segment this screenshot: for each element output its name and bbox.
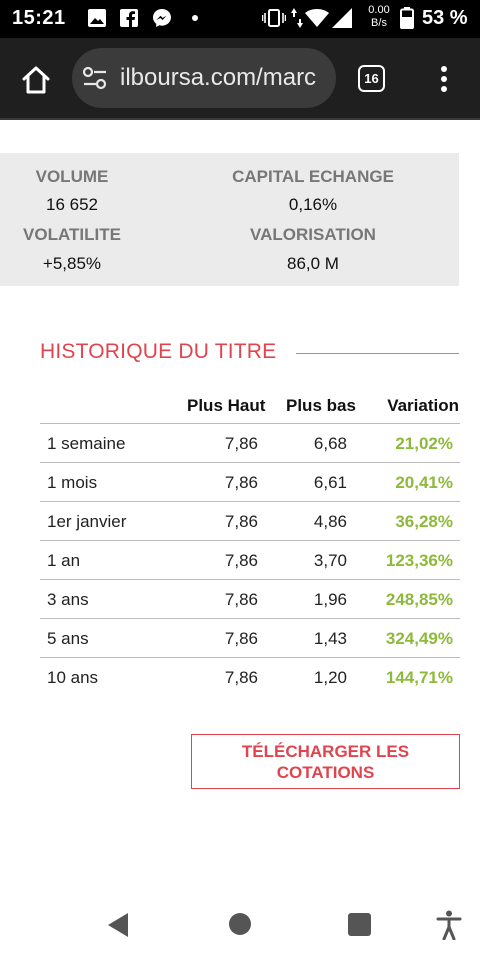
table-row: 1 semaine 7,86 6,68 21,02% [40,424,460,463]
site-settings-icon[interactable] [82,66,108,90]
address-bar[interactable]: ilboursa.com/marc [72,48,336,108]
battery-icon [400,7,414,29]
stock-stats-panel: VOLUME 16 652 CAPITAL ECHANGE 0,16% VOLA… [0,153,459,286]
wifi-icon [305,8,329,28]
row-variation: 324,49% [385,629,453,648]
download-quotes-button[interactable]: TÉLÉCHARGER LES COTATIONS [191,734,460,789]
row-high: 7,86 [224,512,258,531]
network-speed: 0.00 B/s [368,4,390,30]
row-variation: 21,02% [395,434,453,453]
row-variation: 248,85% [385,590,453,609]
valuation-label: VALORISATION [250,225,376,244]
row-high: 7,86 [224,590,258,609]
row-variation: 20,41% [395,473,453,492]
row-low: 1,43 [313,629,347,648]
row-high: 7,86 [224,551,258,570]
row-low: 6,61 [313,473,347,492]
system-nav-bar [0,890,480,960]
table-row: 5 ans 7,86 1,43 324,49% [40,619,460,658]
table-row: 10 ans 7,86 1,20 144,71% [40,658,460,697]
row-high: 7,86 [224,629,258,648]
row-low: 3,70 [313,551,347,570]
dot-icon [191,8,199,28]
battery-percent: 53 % [422,7,468,29]
history-table: Plus Haut Plus bas Variation 1 semaine 7… [40,387,460,697]
column-header-low: Plus bas [286,396,356,415]
row-low: 4,86 [313,512,347,531]
row-low: 6,68 [313,434,347,453]
network-speed-unit: B/s [371,17,387,29]
status-bar: 15:21 0.00 B/s 53 % [0,0,480,38]
back-button[interactable] [106,912,130,943]
row-period: 1er janvier [47,512,127,531]
table-row: 3 ans 7,86 1,96 248,85% [40,580,460,619]
facebook-icon [120,8,138,28]
table-row: 1er janvier 7,86 4,86 36,28% [40,502,460,541]
column-header-variation: Variation [387,396,459,415]
row-variation: 144,71% [385,668,453,687]
row-high: 7,86 [224,434,258,453]
row-period: 3 ans [47,590,89,609]
table-header: Plus Haut Plus bas Variation [40,387,460,424]
row-variation: 36,28% [395,512,453,531]
table-row: 1 mois 7,86 6,61 20,41% [40,463,460,502]
url-text: ilboursa.com/marc [120,64,317,91]
home-icon [22,66,50,94]
messenger-icon [152,8,172,28]
back-icon [108,913,128,937]
capital-exchange-label: CAPITAL ECHANGE [232,167,394,186]
row-period: 5 ans [47,629,89,648]
network-speed-value: 0.00 [368,4,390,16]
signal-icon [332,8,352,28]
volatility-value: +5,85% [42,254,102,273]
row-period: 1 an [47,551,81,570]
home-button[interactable] [18,62,54,98]
download-button-line2: COTATIONS [276,763,375,782]
row-high: 7,86 [224,668,258,687]
row-period: 1 semaine [47,434,126,453]
vibrate-icon [262,8,286,28]
tab-switcher-button[interactable]: 16 [358,65,385,92]
data-arrows-icon [291,8,303,28]
clock: 15:21 [12,7,66,29]
accessibility-icon[interactable] [436,910,462,945]
history-section-title: HISTORIQUE DU TITRE [40,340,277,363]
table-row: 1 an 7,86 3,70 123,36% [40,541,460,580]
section-divider [296,353,459,354]
image-icon [88,8,106,28]
browser-toolbar: ilboursa.com/marc 16 [0,38,480,120]
recents-button[interactable] [348,913,371,936]
capital-exchange-value: 0,16% [288,195,338,214]
volume-value: 16 652 [46,195,98,214]
row-variation: 123,36% [385,551,453,570]
row-high: 7,86 [224,473,258,492]
row-period: 1 mois [47,473,98,492]
download-button-line1: TÉLÉCHARGER LES [241,742,410,761]
row-period: 10 ans [47,668,99,687]
column-header-high: Plus Haut [187,396,266,415]
more-vert-icon[interactable] [432,62,456,96]
row-low: 1,96 [313,590,347,609]
valuation-value: 86,0 M [287,254,339,273]
volatility-label: VOLATILITE [23,225,121,244]
volume-label: VOLUME [35,167,109,186]
row-low: 1,20 [313,668,347,687]
home-nav-button[interactable] [229,913,251,935]
